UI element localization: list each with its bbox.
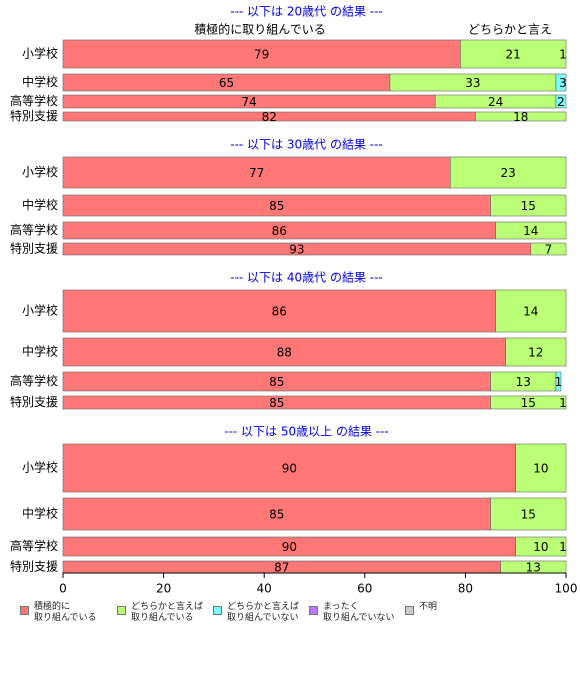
legend-swatch: [309, 606, 318, 615]
value-label: 79: [254, 48, 269, 62]
category-label: 中学校: [22, 74, 58, 89]
panel-title: --- 以下は 20歳代 の結果 ---: [230, 5, 383, 19]
bar-segment: [62, 289, 496, 333]
bar-segment: [515, 443, 567, 493]
value-label: 93: [289, 243, 304, 257]
bar-segment: [62, 156, 451, 189]
category-label: 小学校: [22, 164, 58, 179]
value-label: 3: [559, 76, 567, 90]
category-label: 高等学校: [10, 222, 58, 237]
value-label: 24: [488, 95, 503, 109]
value-label: 12: [528, 346, 543, 360]
value-label: 10: [533, 540, 548, 554]
value-label: 1: [555, 375, 563, 389]
bar-segment: [495, 289, 567, 333]
value-label: 77: [249, 166, 264, 180]
bar-segment: [490, 497, 567, 531]
legend-swatch: [213, 606, 222, 615]
bar-segment: [450, 156, 567, 189]
value-label: 86: [272, 305, 287, 319]
legend-label: まったく 取り組んでいない: [323, 602, 395, 623]
legend-label: 不明: [419, 602, 438, 612]
bar-segment: [515, 536, 567, 557]
category-label: 中学校: [22, 506, 58, 521]
legend-swatch: [117, 606, 126, 615]
x-tick-label: 80: [458, 582, 473, 596]
value-label: 7: [545, 243, 553, 257]
bar-segment: [62, 497, 491, 531]
value-label: 21: [506, 48, 521, 62]
category-label: 特別支援: [10, 394, 58, 409]
bar-segment: [505, 337, 567, 367]
x-tick-label: 0: [59, 582, 67, 596]
bar-segment: [62, 39, 461, 69]
category-label: 小学校: [22, 46, 58, 61]
legend-swatch: [405, 606, 414, 615]
value-label: 86: [272, 224, 287, 238]
bar-segment: [555, 73, 567, 92]
header-label: どちらかと言え: [468, 23, 552, 37]
category-label: 高等学校: [10, 538, 58, 553]
category-label: 小学校: [22, 460, 58, 475]
legend-label: どちらかと言えば 取り組んでいる: [131, 602, 204, 623]
category-label: 特別支援: [10, 108, 58, 123]
value-label: 85: [269, 508, 284, 522]
panel-title: --- 以下は 50歳以上 の結果 ---: [224, 425, 389, 439]
value-label: 74: [241, 95, 256, 109]
value-label: 23: [501, 166, 516, 180]
legend-label: 積極的に 取り組んでいる: [34, 602, 97, 623]
category-label: 高等学校: [10, 93, 58, 108]
category-label: 高等学校: [10, 373, 58, 388]
value-label: 15: [521, 199, 536, 213]
value-label: 14: [523, 224, 538, 238]
x-tick-label: 100: [555, 582, 578, 596]
bar-segment: [62, 337, 506, 367]
value-label: 15: [521, 396, 536, 410]
value-label: 88: [277, 346, 292, 360]
value-label: 13: [516, 375, 531, 389]
legend-label: どちらかと言えば 取り組んでいない: [227, 602, 300, 623]
value-label: 10: [533, 462, 548, 476]
value-label: 13: [526, 561, 541, 575]
value-label: 2: [557, 95, 565, 109]
category-label: 中学校: [22, 197, 58, 212]
bar-segment: [62, 443, 517, 493]
panel-title: --- 以下は 40歳代 の結果 ---: [230, 271, 383, 285]
value-label: 1: [559, 396, 567, 410]
value-label: 85: [269, 375, 284, 389]
value-label: 1: [559, 540, 567, 554]
legend-swatch: [20, 606, 29, 615]
bar-segment: [475, 111, 567, 122]
bar-segment: [460, 39, 567, 69]
value-label: 18: [513, 110, 528, 124]
x-tick-label: 40: [257, 582, 272, 596]
category-label: 中学校: [22, 344, 58, 359]
bar-segment: [495, 221, 567, 240]
category-label: 特別支援: [10, 559, 58, 574]
value-label: 33: [465, 76, 480, 90]
value-label: 82: [262, 110, 277, 124]
bar-segment: [555, 371, 562, 392]
panel-title: --- 以下は 30歳代 の結果 ---: [230, 138, 383, 152]
value-label: 90: [282, 462, 297, 476]
bar-segment: [555, 94, 567, 109]
value-label: 87: [274, 561, 289, 575]
x-tick-label: 60: [357, 582, 372, 596]
category-label: 特別支援: [10, 241, 58, 256]
bar-segment: [490, 194, 567, 217]
value-label: 14: [523, 305, 538, 319]
category-label: 小学校: [22, 303, 58, 318]
value-label: 90: [282, 540, 297, 554]
value-label: 1: [559, 48, 567, 62]
value-label: 65: [219, 76, 234, 90]
bar-segment: [490, 395, 567, 410]
value-label: 85: [269, 396, 284, 410]
x-tick-label: 20: [156, 582, 171, 596]
bar-segment: [530, 242, 567, 256]
value-label: 15: [521, 508, 536, 522]
header-label: 積極的に取り組んでいる: [194, 22, 325, 37]
value-label: 85: [269, 199, 284, 213]
